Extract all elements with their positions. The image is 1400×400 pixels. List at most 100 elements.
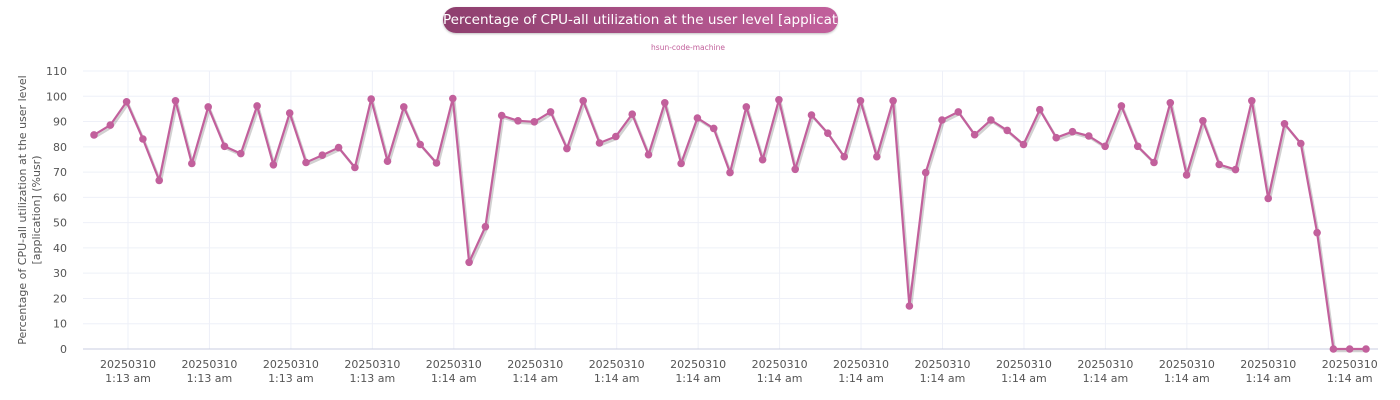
y-tick-label: 80 [53,141,67,154]
data-point [726,168,734,177]
data-point [938,116,946,124]
x-tick-label-time: 1:14 am [594,372,640,385]
data-point [1231,165,1240,174]
y-axis-title-line: [application] (%usr) [30,155,43,264]
data-point [970,130,979,139]
data-point [220,142,229,151]
data-point [90,131,98,139]
data-point [285,109,294,117]
y-tick-label: 60 [53,191,67,204]
data-point [612,132,620,141]
data-point [1264,194,1272,203]
y-axis-title-line: Percentage of CPU-all utilization at the… [16,75,29,344]
data-point [1362,345,1370,353]
data-point [1003,126,1011,135]
data-point [905,302,914,310]
data-point [481,222,490,231]
data-point [1345,345,1354,353]
data-point [579,97,587,105]
x-tick-label-date: 20250310 [426,358,482,371]
data-point [514,117,522,125]
series-line-shadow [94,99,1368,353]
data-point [709,124,718,133]
x-tick-label-time: 1:13 am [105,372,151,385]
chart-title: Percentage of CPU-all utilization at the… [443,7,863,33]
data-point [367,95,376,103]
data-point [1297,139,1305,148]
y-tick-label: 50 [53,217,67,230]
x-tick-label-date: 20250310 [344,358,400,371]
x-tick-label-time: 1:14 am [1245,372,1291,385]
data-point [1117,102,1126,110]
data-point [432,159,441,167]
x-tick-label-time: 1:14 am [757,372,803,385]
x-tick-label-time: 1:13 am [187,372,233,385]
data-point [775,96,783,104]
data-point [139,135,147,143]
data-point [661,99,669,107]
data-point [253,102,261,110]
y-axis-title: Percentage of CPU-all utilization at the… [16,75,43,344]
data-point [628,110,636,118]
x-tick-label-date: 20250310 [915,358,971,371]
chart-subtitle: hsun-code-machine [651,43,725,52]
data-point [1280,120,1289,128]
data-point [1313,228,1321,237]
data-point [400,103,408,111]
data-point [873,152,881,161]
data-point [807,111,816,119]
y-tick-label: 100 [46,90,67,103]
data-point [840,152,848,161]
data-point [1150,158,1158,167]
data-point [595,139,604,147]
data-point [987,116,995,124]
data-point [188,159,196,168]
data-point [1182,171,1191,179]
data-point [791,165,799,174]
data-point [204,103,212,111]
x-tick-label-time: 1:14 am [431,372,477,385]
x-tick-label-time: 1:14 am [838,372,884,385]
data-point [1166,99,1175,107]
data-point [334,143,343,152]
data-point [921,168,930,177]
data-point [1036,105,1044,114]
x-tick-label-time: 1:14 am [512,372,558,385]
x-tick-label-date: 20250310 [181,358,237,371]
x-tick-label-date: 20250310 [100,358,156,371]
x-tick-label-time: 1:14 am [1164,372,1210,385]
data-point [824,129,832,137]
data-point [465,258,473,267]
data-point [677,159,685,168]
data-point [318,151,327,159]
y-tick-label: 110 [46,65,67,78]
x-tick-label-time: 1:14 am [1001,372,1047,385]
data-point [563,144,571,153]
data-point [693,114,702,122]
data-point [1068,127,1077,136]
data-point [449,94,457,103]
x-tick-label-time: 1:14 am [675,372,721,385]
data-point [237,149,245,158]
data-point [1052,133,1060,142]
data-point [351,163,359,172]
x-tick-label-time: 1:14 am [920,372,966,385]
data-point [1199,117,1207,125]
y-tick-label: 0 [60,343,67,356]
y-tick-label: 10 [53,318,67,331]
data-point [742,103,751,111]
x-tick-label-date: 20250310 [670,358,726,371]
data-point [758,155,767,164]
data-point [171,97,180,105]
data-point [155,176,163,185]
data-point [383,157,392,165]
x-tick-label-time: 1:13 am [350,372,396,385]
x-tick-label-date: 20250310 [1322,358,1378,371]
x-tick-label-time: 1:14 am [1327,372,1373,385]
data-point [1248,97,1256,105]
y-tick-label: 90 [53,116,67,129]
data-point [106,121,115,129]
series-layer [90,94,1370,353]
